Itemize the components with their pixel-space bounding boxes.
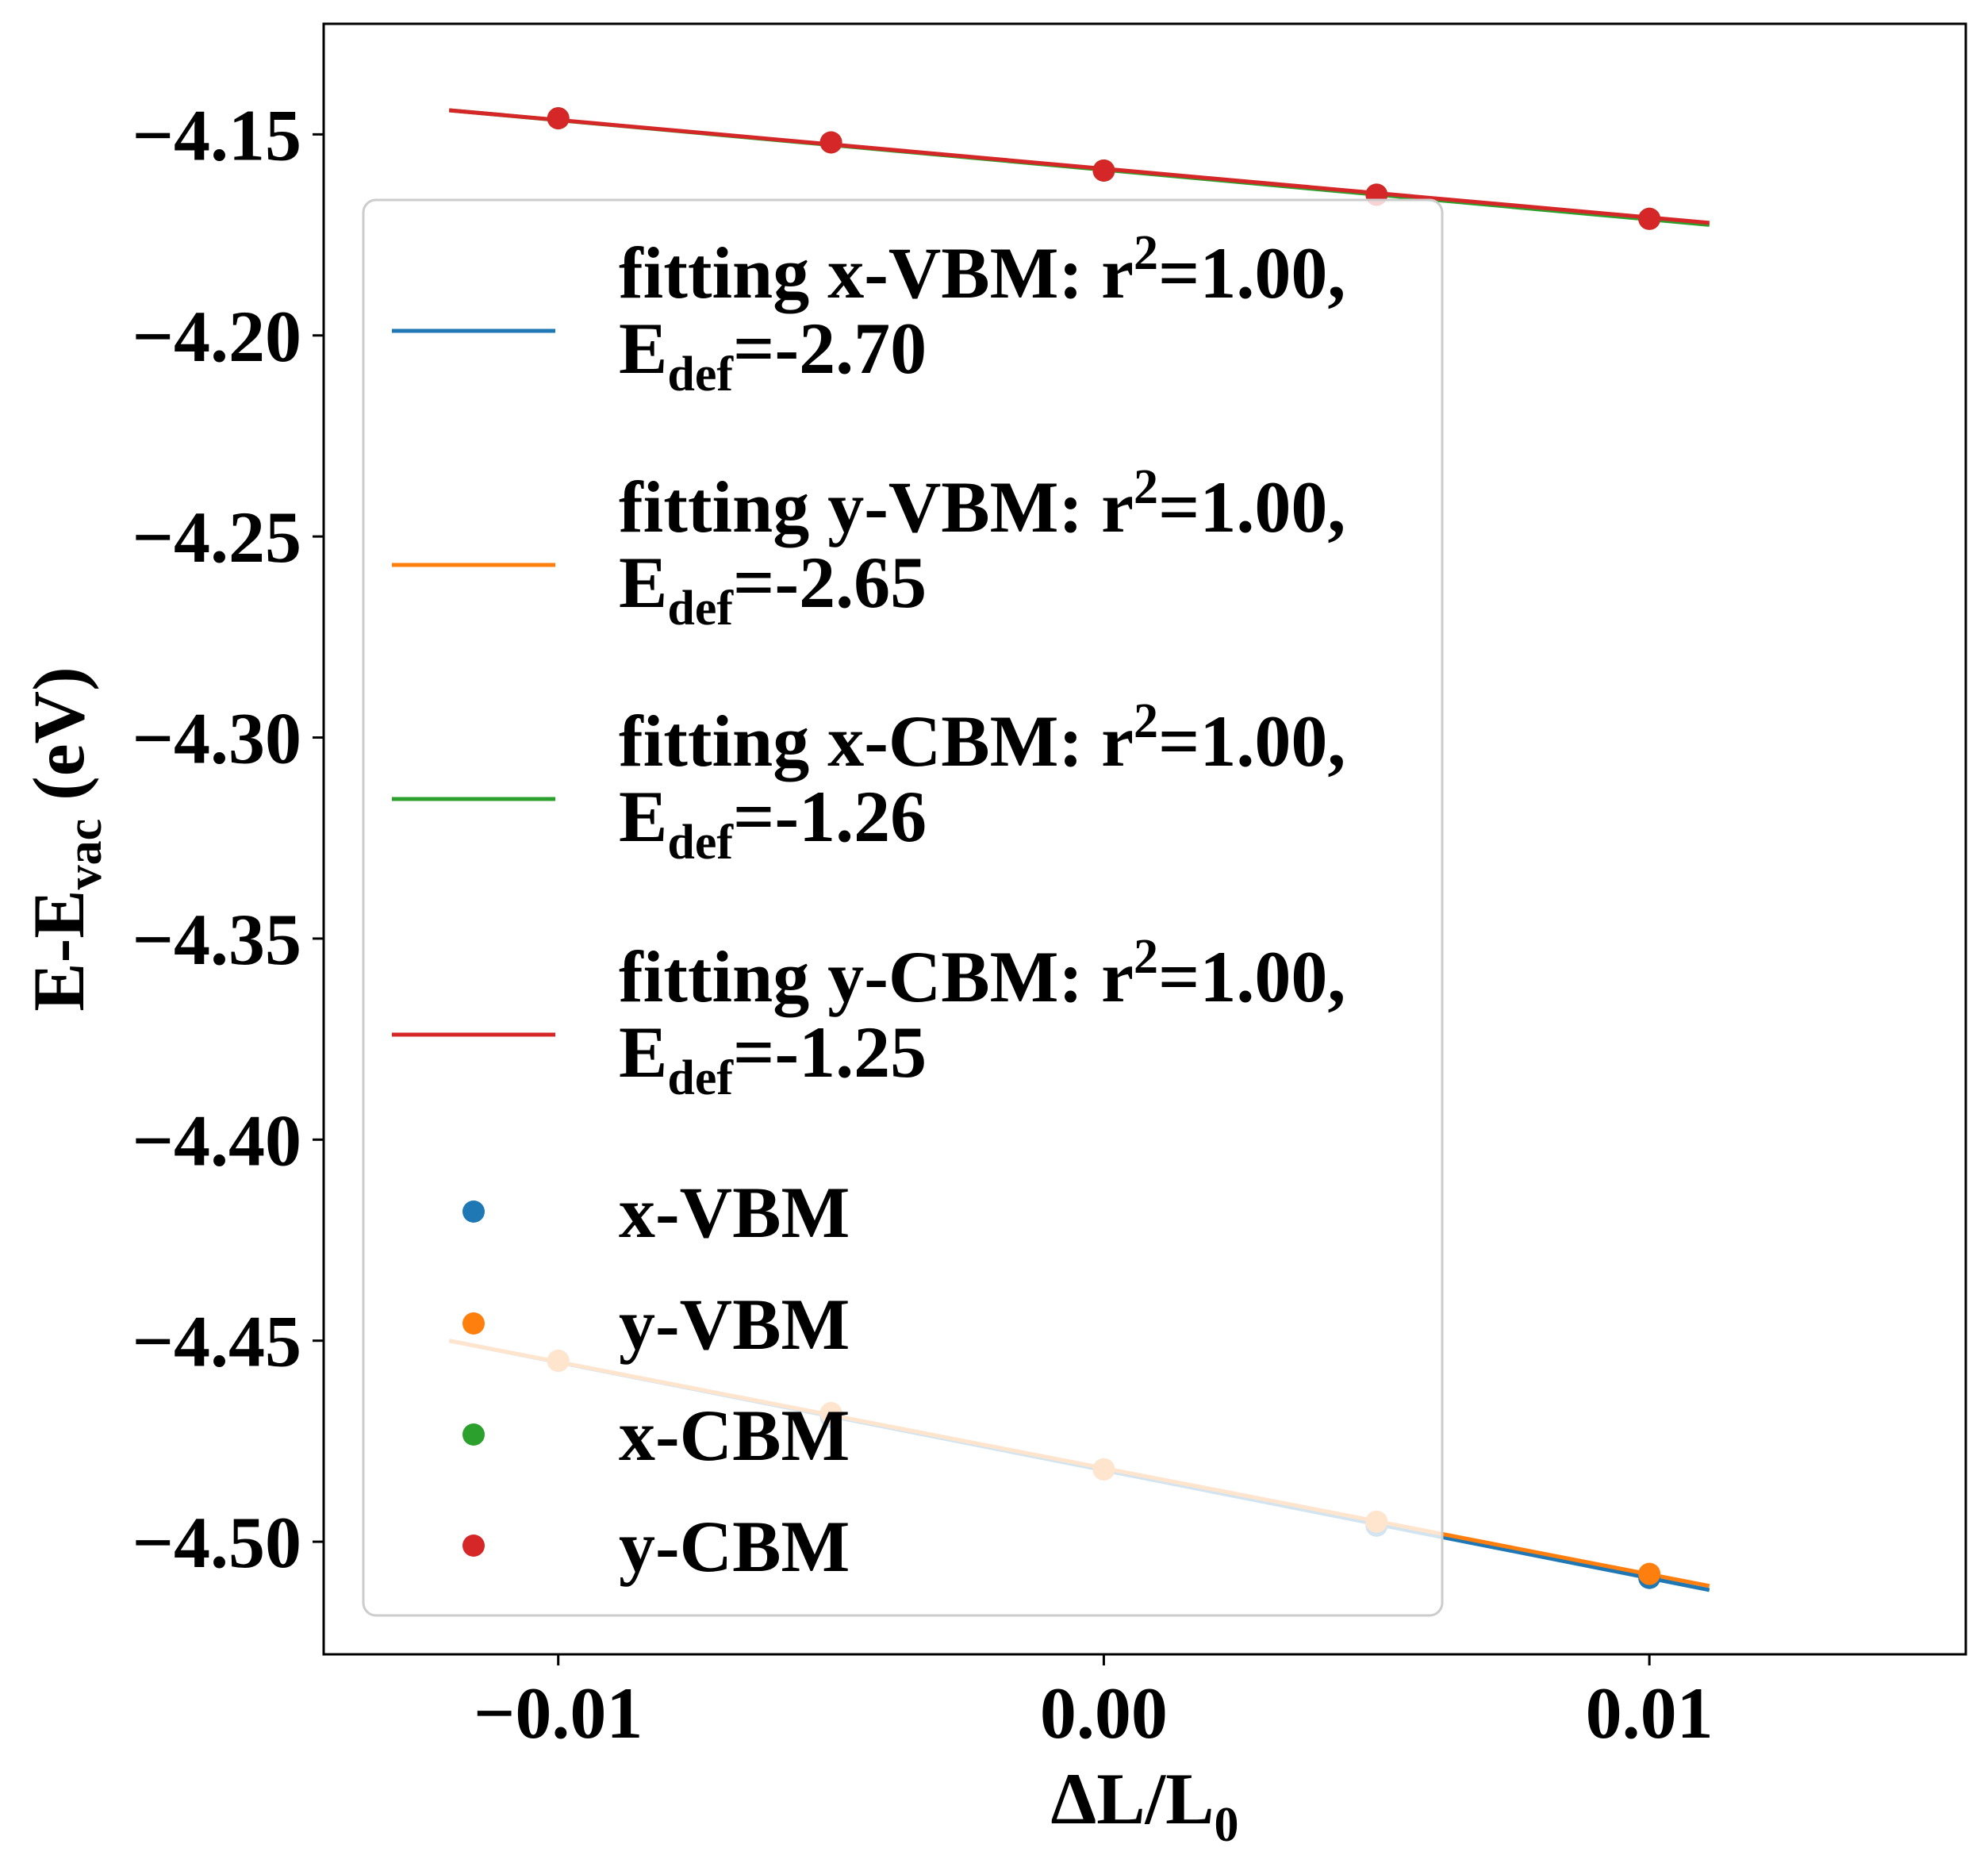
data-point-y-CBM [1638, 207, 1661, 230]
legend-fit-r2: =1.00, [1158, 467, 1345, 547]
legend-label-fit: fitting y-CBM: r2=1.00, [619, 930, 1345, 1017]
legend-label-fit: fitting x-CBM: r2=1.00, [619, 694, 1345, 782]
legend: fitting x-VBM: r2=1.00,Edef=-2.70fitting… [362, 198, 1444, 1617]
legend-subscript: def [667, 348, 734, 401]
legend-superscript: 2 [1134, 930, 1158, 984]
y-tick-label: −4.30 [132, 698, 301, 779]
legend-superscript: 2 [1134, 460, 1158, 514]
x-tick-label: 0.01 [1586, 1673, 1714, 1754]
y-axis-title-base: E-E [18, 889, 99, 1011]
legend-label-series: x-VBM [619, 1172, 850, 1253]
legend-superscript: 2 [1134, 694, 1158, 748]
y-axis-title-subscript: vac [58, 819, 112, 890]
legend-label-series: y-VBM [619, 1284, 850, 1365]
fit-line-y-CBM [448, 108, 1710, 225]
legend-edef-base: E [619, 1012, 667, 1093]
legend-label-fit: fitting y-VBM: r2=1.00, [619, 460, 1345, 547]
legend-superscript: 2 [1134, 226, 1158, 280]
legend-marker-x-CBM [462, 1423, 485, 1446]
y-axis-title-unit: (eV) [18, 666, 99, 819]
data-point-y-CBM [1092, 159, 1115, 182]
legend-subscript: def [667, 1051, 734, 1105]
legend-fit-title: fitting y-CBM: r [619, 936, 1134, 1017]
x-axis: −0.01 0.00 0.01 [474, 1654, 1714, 1754]
x-axis-title: ΔL/L0 [1051, 1758, 1239, 1852]
y-tick-label: −4.20 [132, 296, 301, 377]
legend-fit-title: fitting x-CBM: r [619, 701, 1134, 782]
y-tick-label: −4.50 [132, 1502, 301, 1583]
legend-edef-value: =-1.25 [733, 1012, 927, 1093]
legend-edef-base: E [619, 542, 667, 623]
legend-label-edef: Edef=-2.70 [619, 308, 927, 401]
legend-fit-r2: =1.00, [1158, 936, 1345, 1017]
legend-marker-x-VBM [462, 1200, 485, 1223]
legend-fit-title: fitting y-VBM: r [619, 467, 1134, 547]
y-tick-label: −4.15 [132, 94, 301, 175]
legend-edef-value: =-2.65 [733, 542, 927, 623]
x-axis-title-subscript: 0 [1214, 1798, 1238, 1852]
legend-edef-base: E [619, 308, 667, 389]
legend-label-fit: fitting x-VBM: r2=1.00, [619, 226, 1345, 313]
legend-edef-base: E [619, 776, 667, 857]
y-tick-label: −4.45 [132, 1301, 301, 1382]
legend-label-series: x-CBM [619, 1395, 850, 1476]
legend-label-edef: Edef=-1.26 [619, 776, 927, 870]
legend-edef-value: =-1.26 [733, 776, 927, 857]
data-point-y-CBM [819, 131, 842, 154]
legend-label-edef: Edef=-2.65 [619, 542, 927, 636]
plot-frame [322, 22, 1967, 1656]
data-point-y-CBM [547, 107, 570, 130]
legend-fit-title: fitting x-VBM: r [619, 232, 1134, 313]
y-tick-label: −4.40 [132, 1100, 301, 1181]
legend-label-series: y-CBM [619, 1506, 850, 1587]
y-tick-label: −4.25 [132, 497, 301, 578]
data-point-y-VBM [1638, 1562, 1661, 1585]
y-axis-title: E-Evac (eV) [18, 666, 112, 1011]
legend-subscript: def [667, 816, 734, 870]
legend-box [362, 198, 1444, 1617]
legend-label-edef: Edef=-1.25 [619, 1012, 927, 1105]
legend-fit-r2: =1.00, [1158, 701, 1345, 782]
legend-edef-value: =-2.70 [733, 308, 927, 389]
legend-marker-y-VBM [462, 1312, 485, 1335]
y-axis: −4.15 −4.20 −4.25 −4.30 −4.35 −4.40 −4.45 −4.50 [132, 94, 324, 1583]
y-tick-label: −4.35 [132, 899, 301, 980]
legend-subscript: def [667, 582, 734, 636]
x-tick-label: 0.00 [1040, 1673, 1168, 1754]
x-axis-title-base: ΔL/L [1051, 1758, 1215, 1839]
legend-marker-y-CBM [462, 1535, 485, 1557]
x-tick-label: −0.01 [474, 1673, 643, 1754]
legend-fit-r2: =1.00, [1158, 232, 1345, 313]
